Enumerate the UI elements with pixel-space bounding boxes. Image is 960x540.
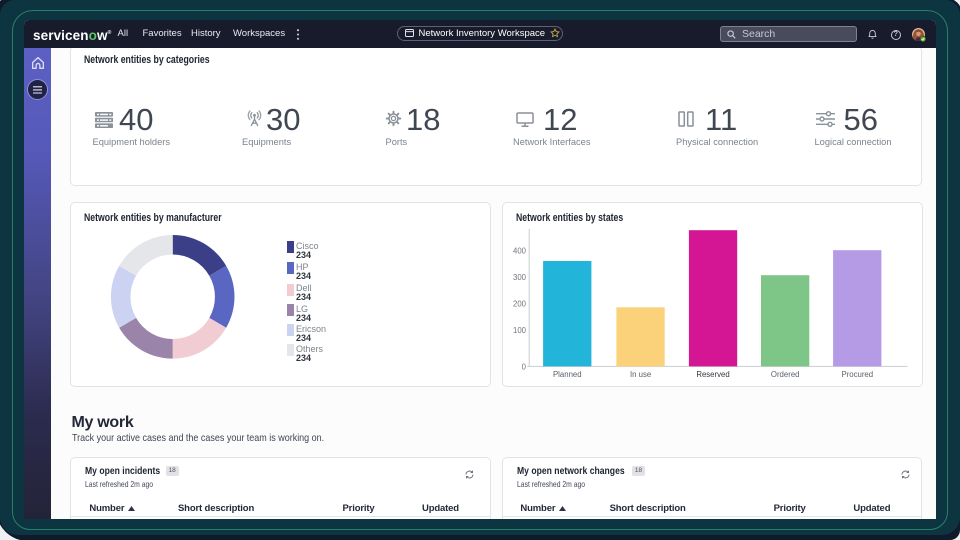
svg-text:400: 400	[512, 247, 526, 256]
svg-text:Procured: Procured	[841, 370, 873, 379]
svg-text:0: 0	[521, 362, 526, 371]
svg-text:In use: In use	[629, 370, 650, 379]
svg-text:Ordered: Ordered	[770, 370, 799, 379]
svg-text:200: 200	[512, 300, 526, 309]
svg-text:Planned: Planned	[552, 370, 581, 379]
svg-text:300: 300	[512, 273, 526, 282]
svg-text:100: 100	[512, 326, 526, 335]
svg-text:Reserved: Reserved	[696, 370, 729, 379]
